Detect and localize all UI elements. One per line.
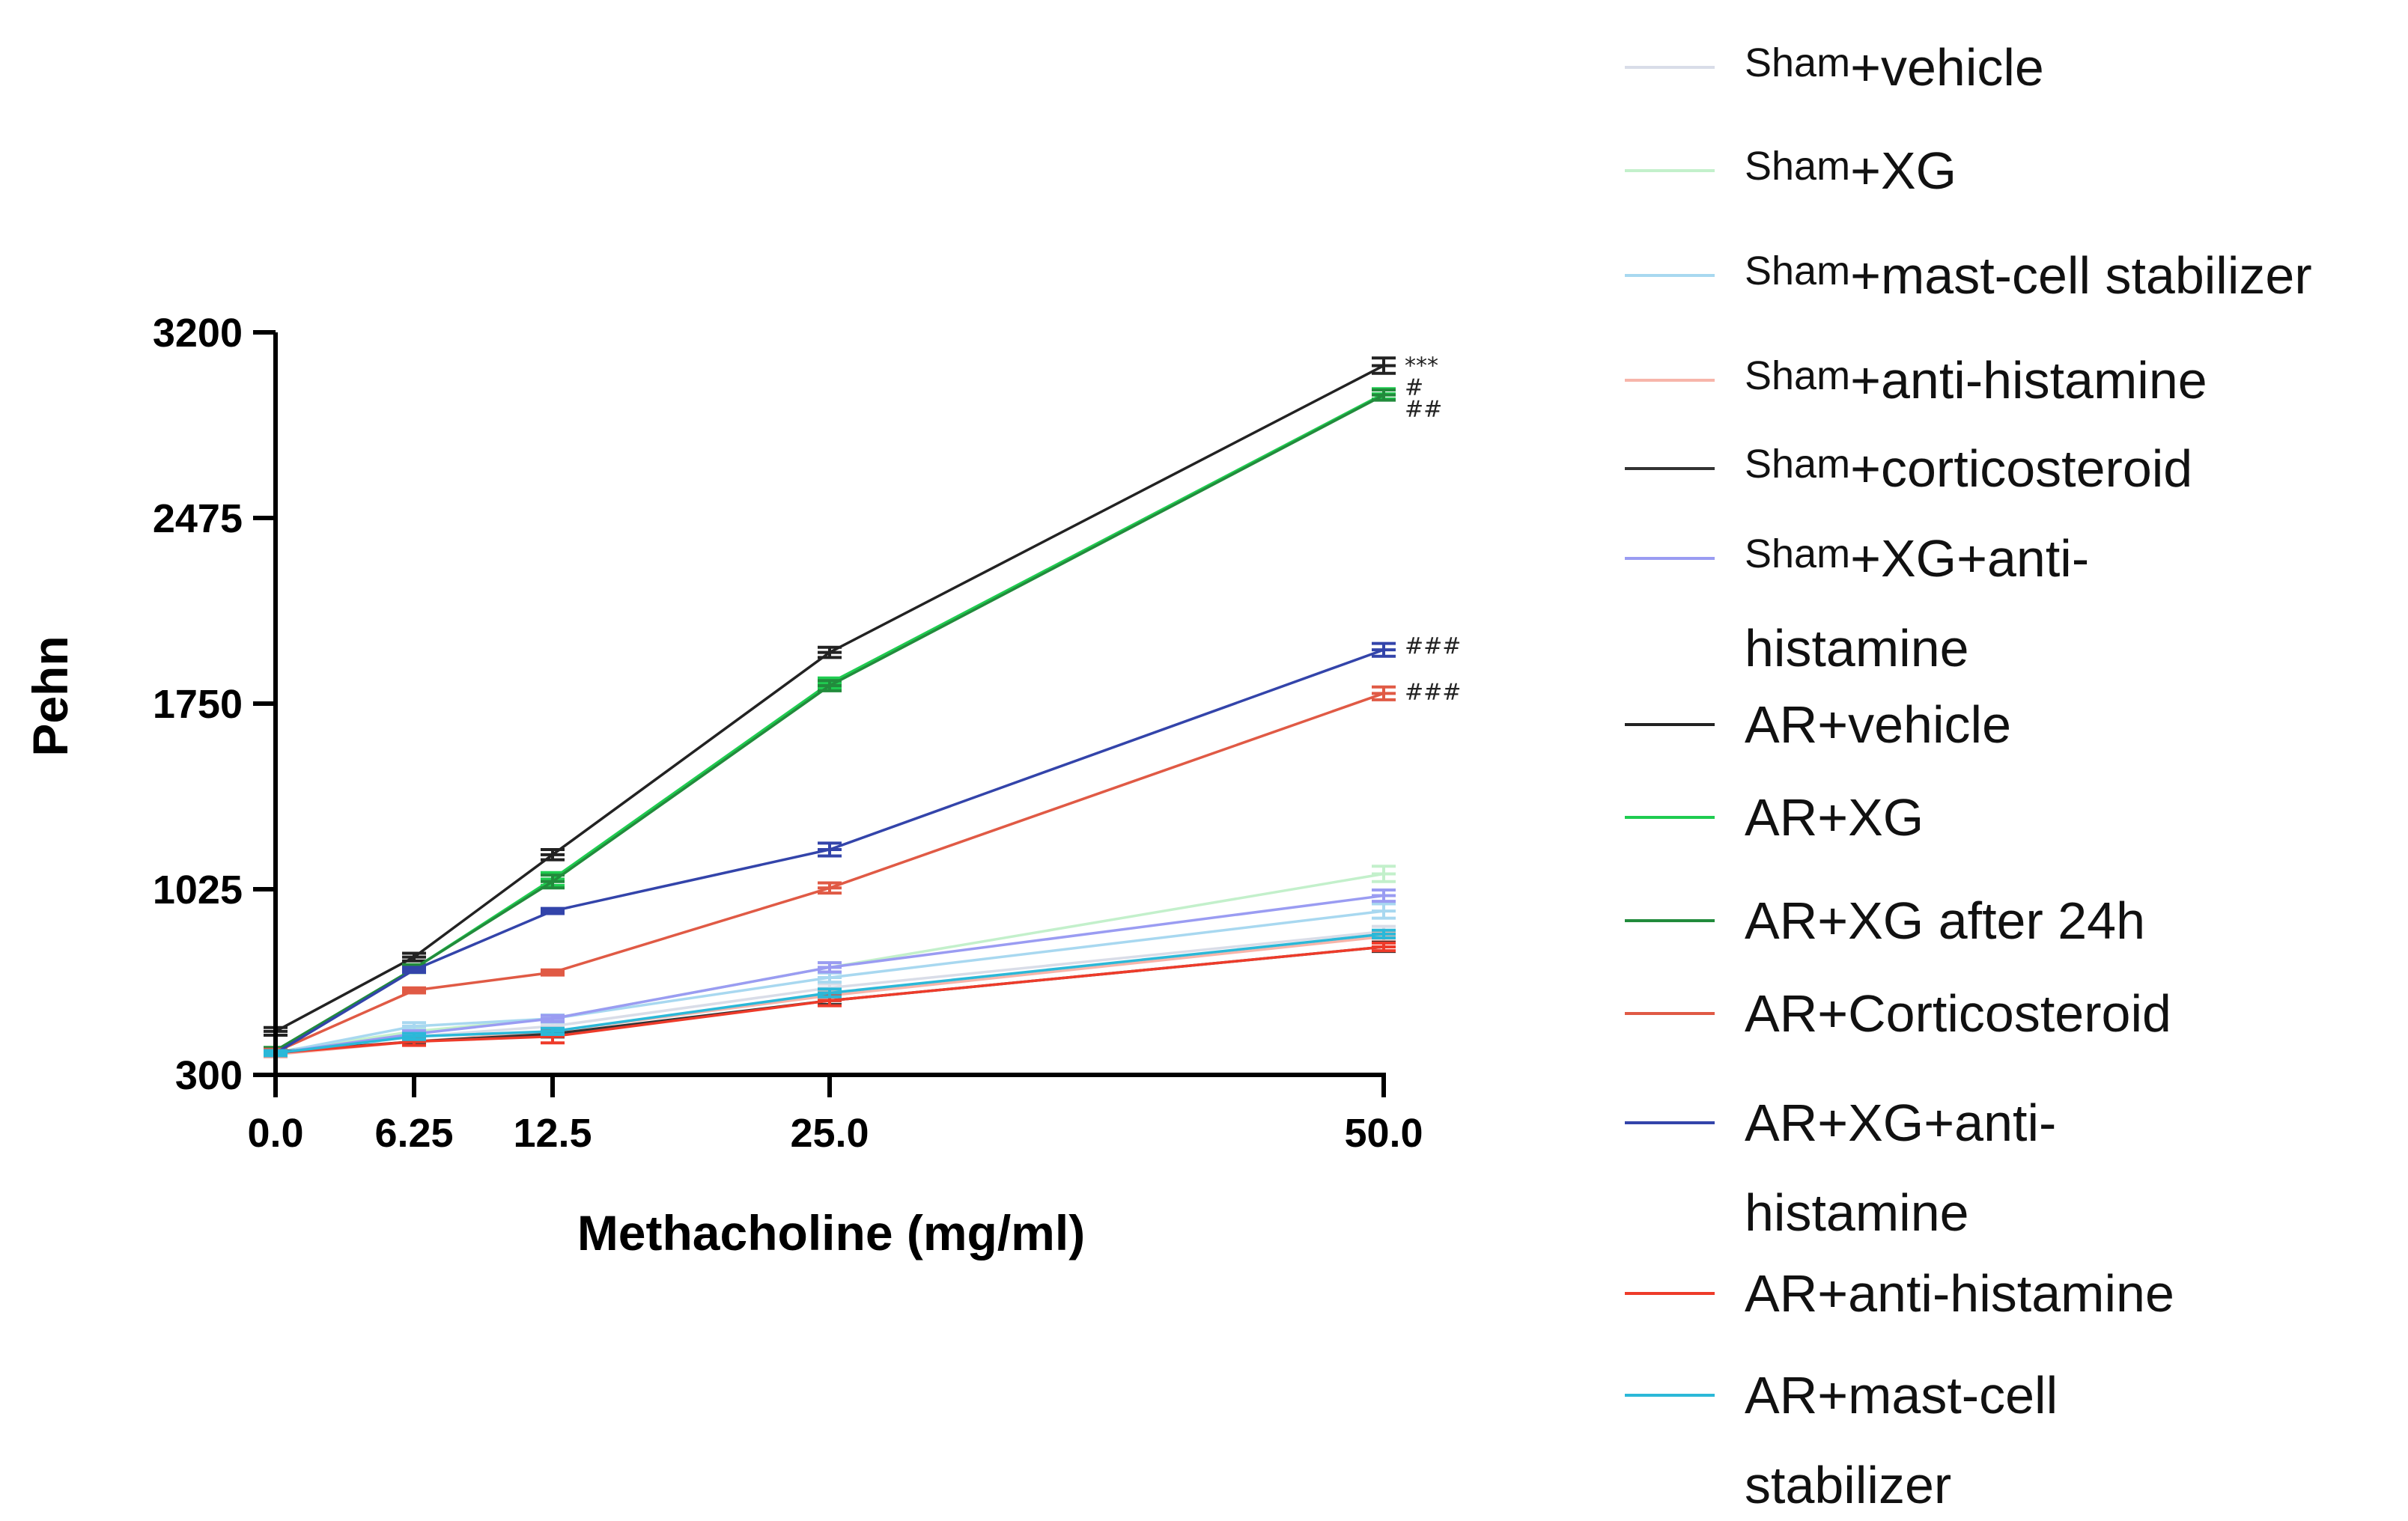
legend-item-2: Sham+mast-cell stabilizer xyxy=(1625,246,2312,305)
legend-item-5: Sham+XG+anti-histamine xyxy=(1625,529,2089,677)
data-point xyxy=(402,986,426,995)
legend-item-11: AR+anti-histamine xyxy=(1625,1264,2174,1323)
data-point xyxy=(818,841,842,858)
y-tick-label: 1025 xyxy=(153,868,243,912)
data-point xyxy=(1372,865,1396,883)
data-point xyxy=(541,847,565,862)
data-point xyxy=(818,645,842,659)
data-point xyxy=(402,1031,426,1041)
y-axis-title: Pehn xyxy=(22,635,78,756)
legend-label-continued: stabilizer xyxy=(1745,1456,1951,1514)
legend-label-continued: histamine xyxy=(1745,619,1969,677)
legend-label: AR+anti-histamine xyxy=(1745,1264,2174,1323)
legend-item-8: AR+XG after 24h xyxy=(1625,891,2145,950)
legend-item-0: Sham+vehicle xyxy=(1625,38,2044,97)
data-point xyxy=(1372,685,1396,701)
legend-item-12: AR+mast-cell stabilizer xyxy=(1625,1366,2058,1514)
data-point xyxy=(818,987,842,999)
data-point xyxy=(1372,888,1396,903)
legend-label: AR+XG after 24h xyxy=(1745,891,2145,950)
legend-label: Sham+mast-cell stabilizer xyxy=(1745,246,2312,305)
legend-label: AR+XG+anti- xyxy=(1745,1094,2056,1152)
significance-annotations: ***######### xyxy=(1405,353,1461,705)
legend-item-3: Sham+anti-histamine xyxy=(1625,351,2207,409)
legend-item-10: AR+XG+anti-histamine xyxy=(1625,1094,2056,1242)
legend-label: Sham+vehicle xyxy=(1745,38,2044,97)
legend-label: Sham+anti-histamine xyxy=(1745,351,2207,409)
series-6 xyxy=(264,356,1396,1037)
data-point xyxy=(1372,902,1396,920)
legend-item-1: Sham+XG xyxy=(1625,141,1956,200)
legend-label: Sham+XG+anti- xyxy=(1745,529,2089,588)
x-axis-title: Methacholine (mg/ml) xyxy=(577,1205,1085,1261)
legend-label: Sham+XG xyxy=(1745,141,1956,200)
data-point xyxy=(1372,388,1396,402)
legend: Sham+vehicle Sham+XG Sham+mast-cell stabil… xyxy=(1625,38,2312,1514)
legend-label-continued: histamine xyxy=(1745,1183,1969,1242)
x-tick-label: 0.0 xyxy=(247,1111,303,1156)
legend-item-6: AR+vehicle xyxy=(1625,695,2011,754)
series-12 xyxy=(264,928,1396,1058)
series-5 xyxy=(264,888,1396,1058)
y-tick-label: 2475 xyxy=(153,496,243,541)
data-point xyxy=(541,1026,565,1036)
x-tick-label: 50.0 xyxy=(1344,1111,1423,1156)
data-point xyxy=(402,1021,426,1031)
y-tick-label: 3200 xyxy=(153,311,243,356)
x-tick-label: 6.25 xyxy=(374,1111,453,1156)
legend-item-4: Sham+corticosteroid xyxy=(1625,439,2192,498)
legend-item-7: AR+XG xyxy=(1625,788,1924,847)
data-point xyxy=(818,971,842,984)
data-point xyxy=(541,1014,565,1023)
legend-label: AR+vehicle xyxy=(1745,695,2011,754)
x-tick-label: 25.0 xyxy=(790,1111,869,1156)
data-point xyxy=(1372,928,1396,939)
data-point xyxy=(541,968,565,977)
x-tick-label: 12.5 xyxy=(513,1111,592,1156)
plot-area xyxy=(264,356,1396,1059)
significance-marker: *** xyxy=(1405,353,1438,379)
data-point xyxy=(818,881,842,895)
significance-marker: ### xyxy=(1405,633,1461,659)
data-point xyxy=(818,961,842,974)
data-point xyxy=(541,874,565,890)
series-9 xyxy=(264,685,1396,1056)
data-point xyxy=(402,951,426,963)
data-point xyxy=(1372,941,1396,953)
legend-label: AR+Corticosteroid xyxy=(1745,984,2171,1043)
data-point xyxy=(541,906,565,915)
significance-marker: # xyxy=(1405,375,1423,401)
legend-label: AR+XG xyxy=(1745,788,1924,847)
significance-marker: ### xyxy=(1405,680,1461,706)
data-point xyxy=(1372,356,1396,375)
legend-label: Sham+corticosteroid xyxy=(1745,439,2192,498)
significance-marker: ## xyxy=(1405,397,1442,423)
axes: 300 1025 1750 2475 3200 0.0 6.25 12.5 25.0 50.0 xyxy=(153,311,1423,1156)
series-11 xyxy=(264,941,1396,1058)
y-tick-label: 1750 xyxy=(153,682,243,727)
y-tick-label: 300 xyxy=(175,1053,243,1098)
legend-item-9: AR+Corticosteroid xyxy=(1625,984,2171,1043)
data-point xyxy=(1372,641,1396,658)
data-point xyxy=(818,679,842,692)
data-point xyxy=(402,966,426,975)
legend-label: AR+mast-cell xyxy=(1745,1366,2058,1424)
